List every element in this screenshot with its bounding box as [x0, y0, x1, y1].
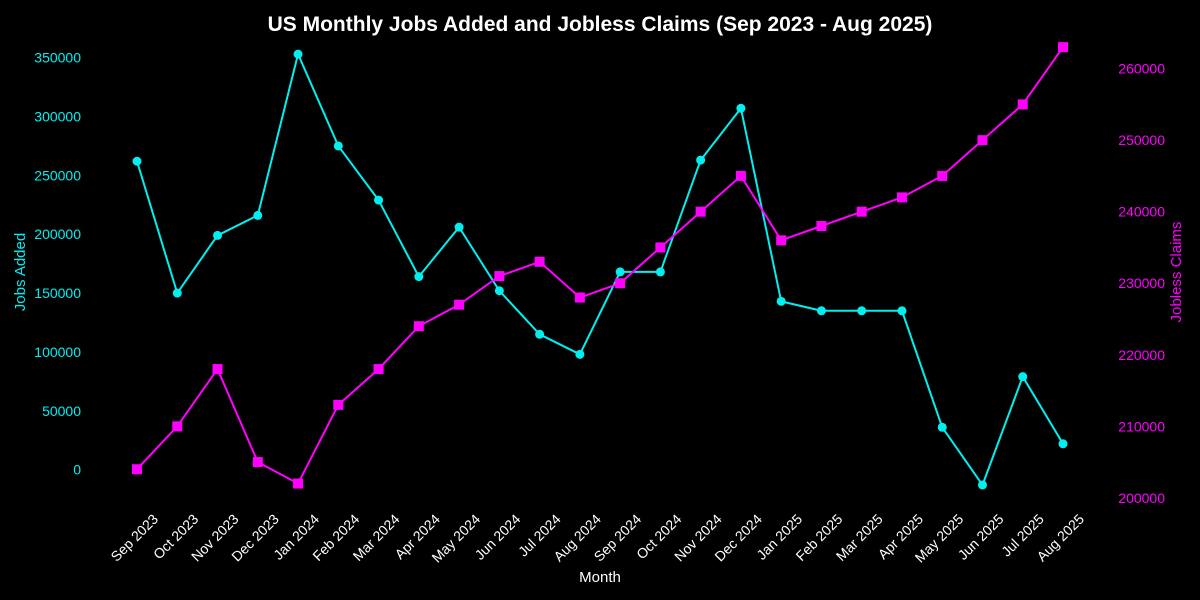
- series-layer: [132, 42, 1068, 490]
- jobless-claims-point: [293, 478, 304, 489]
- jobless-claims-point: [252, 457, 263, 468]
- jobs-added-point: [736, 103, 746, 113]
- y-left-tick-label: 50000: [42, 403, 81, 419]
- jobs-added-point: [816, 306, 826, 316]
- jobs-added-point: [977, 480, 987, 490]
- jobs-added-point: [172, 288, 182, 298]
- jobless-claims-point: [413, 321, 424, 332]
- jobs-added-point: [293, 49, 303, 59]
- jobless-claims-point: [373, 364, 384, 375]
- jobless-claims-point: [132, 464, 142, 475]
- y-right-tick-label: 250000: [1118, 132, 1165, 148]
- x-tick-label: Sep 2023: [107, 511, 161, 565]
- x-axis-label: Month: [579, 569, 621, 586]
- jobless-claims-point: [655, 242, 666, 253]
- jobs-added-point: [776, 296, 786, 306]
- y-left-tick-label: 300000: [34, 109, 81, 125]
- jobless-claims-point: [574, 292, 585, 303]
- y-right-tick-label: 240000: [1118, 204, 1165, 220]
- jobs-added-point: [615, 267, 625, 277]
- jobs-added-point: [132, 156, 142, 166]
- y-left-tick-label: 150000: [34, 285, 81, 301]
- y-left-tick-label: 250000: [34, 167, 81, 183]
- chart-title: US Monthly Jobs Added and Jobless Claims…: [268, 13, 933, 36]
- jobless-claims-point: [735, 170, 746, 181]
- jobs-added-point: [494, 286, 504, 296]
- jobs-added-line: [136, 53, 1064, 486]
- jobless-claims-point: [937, 170, 948, 181]
- jobs-added-point: [1018, 372, 1028, 382]
- y-right-tick-label: 200000: [1118, 490, 1165, 506]
- jobs-added-point: [897, 306, 907, 316]
- y-left-tick-label: 350000: [34, 50, 81, 66]
- y-right-tick-label: 230000: [1118, 275, 1165, 291]
- jobs-added-point: [535, 329, 545, 339]
- jobs-added-point: [374, 195, 384, 205]
- right-axis-ticks: 200000 210000 220000 230000 240000 250000 2600…: [1118, 61, 1165, 506]
- y-left-tick-label: 0: [73, 462, 81, 478]
- jobs-added-point: [414, 272, 424, 282]
- jobs-added-point: [213, 230, 223, 240]
- y-right-tick-label: 220000: [1118, 347, 1165, 363]
- jobs-added-point: [454, 222, 464, 232]
- jobs-added-point: [857, 306, 867, 316]
- jobless-claims-point: [494, 271, 505, 282]
- jobs-added-point: [333, 141, 343, 151]
- jobless-claims-point: [615, 278, 626, 289]
- jobless-claims-point: [856, 206, 867, 217]
- jobless-claims-point: [816, 221, 827, 231]
- jobless-claims-point: [977, 135, 988, 146]
- jobless-claims-line: [136, 46, 1064, 485]
- jobs-added-point: [253, 210, 263, 220]
- y-right-tick-label: 210000: [1118, 418, 1165, 434]
- jobs-added-point: [655, 267, 665, 277]
- y-left-tick-label: 200000: [34, 226, 81, 242]
- jobless-claims-point: [896, 192, 907, 203]
- jobless-claims-point: [776, 235, 787, 246]
- jobs-added-point: [937, 422, 947, 432]
- jobless-claims-point: [212, 364, 223, 375]
- jobless-claims-point: [1017, 99, 1028, 110]
- y-right-tick-label: 260000: [1118, 61, 1165, 77]
- jobless-claims-point: [333, 399, 344, 410]
- y-axis-left-label: Jobs Added: [12, 233, 29, 311]
- y-left-tick-label: 100000: [34, 344, 81, 360]
- jobs-added-point: [1058, 439, 1068, 449]
- jobless-claims-point: [695, 206, 706, 217]
- left-axis-ticks: 0 50000 100000 150000 200000 250000 300000 3500…: [34, 50, 81, 478]
- jobless-claims-point: [534, 256, 545, 267]
- jobless-claims-point: [172, 421, 183, 432]
- jobless-claims-point: [1058, 42, 1068, 53]
- jobs-added-point: [696, 155, 706, 165]
- jobless-claims-point: [454, 299, 465, 310]
- jobs-added-point: [575, 349, 585, 359]
- y-axis-right-label: Jobless Claims: [1168, 222, 1185, 323]
